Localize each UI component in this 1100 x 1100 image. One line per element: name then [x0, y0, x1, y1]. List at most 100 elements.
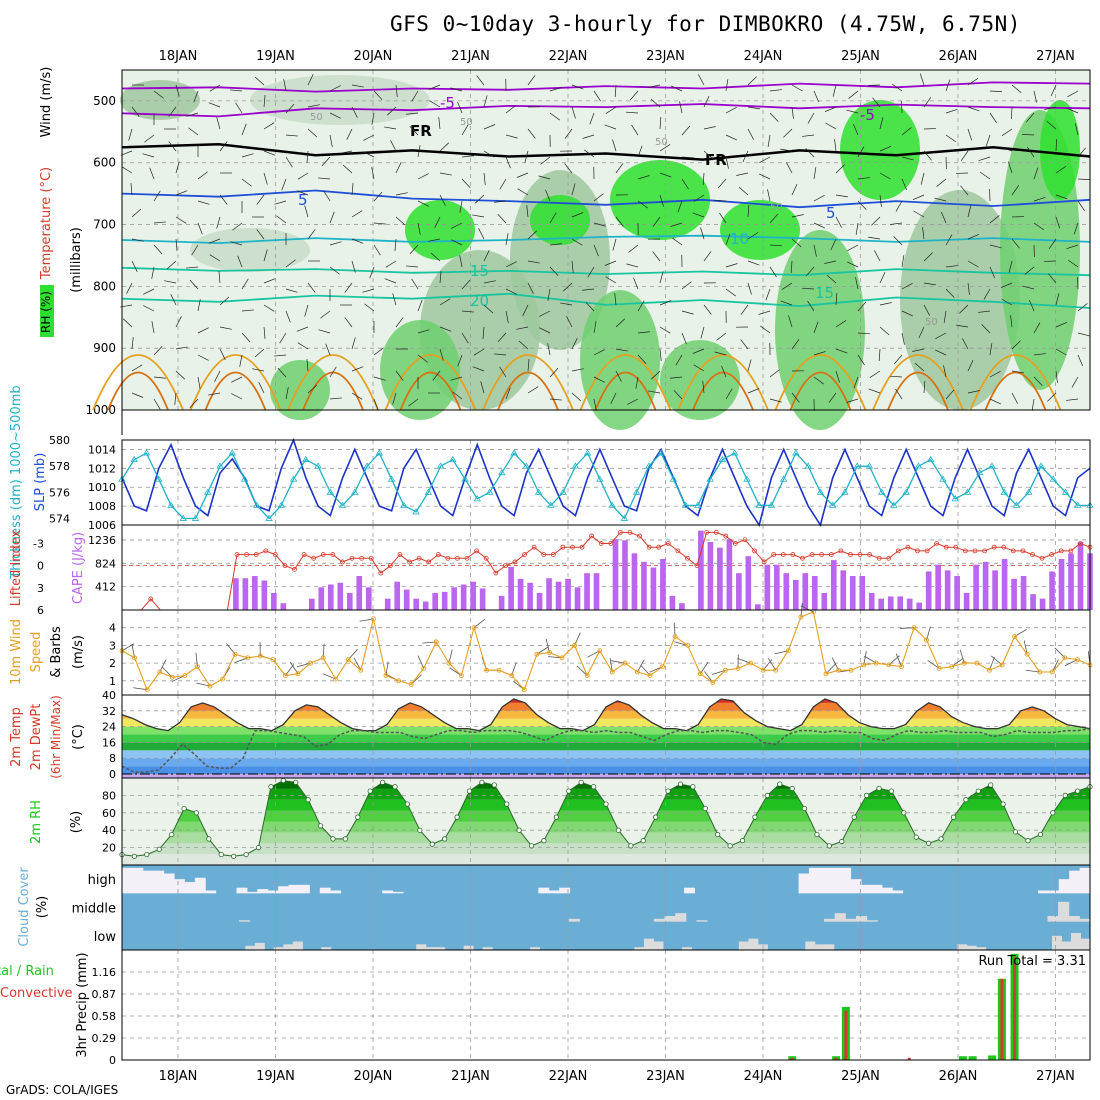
wind-barb — [868, 388, 881, 394]
wind-barb — [197, 376, 201, 389]
wind-barb — [395, 192, 408, 196]
wind-barb — [297, 172, 309, 180]
cape-bar — [774, 564, 780, 610]
wind-barb — [989, 112, 998, 124]
wind-barb — [457, 101, 463, 114]
wind-barb — [967, 390, 980, 394]
li-point — [790, 552, 796, 557]
wind-barb — [434, 216, 441, 228]
wind-barb — [432, 370, 441, 381]
li-point — [445, 555, 451, 561]
wind-barb — [307, 128, 318, 138]
thickness-point — [498, 468, 506, 476]
wind-barb — [452, 391, 463, 400]
wind-barb — [307, 384, 318, 394]
ylabel-temp-unit: (°C) — [71, 724, 86, 750]
wind-barb — [571, 183, 576, 196]
rh-point — [193, 810, 200, 816]
rh-point — [715, 831, 721, 838]
cloud-cell — [684, 887, 695, 894]
wind-barb — [791, 339, 800, 350]
wind-barb — [409, 125, 419, 136]
li-point — [359, 555, 365, 561]
wind-barb — [758, 310, 771, 315]
li-point — [867, 552, 872, 557]
cloud-level-label: high — [88, 873, 116, 888]
wind-barb — [589, 112, 595, 125]
wind-barb — [989, 371, 1001, 378]
thickness-point — [865, 462, 874, 469]
wind-barb — [351, 106, 358, 118]
wind-barb — [505, 288, 517, 295]
li-point — [378, 570, 384, 576]
ylabel-precip: 3hr Precip (mm) — [75, 952, 90, 1057]
wind-barb — [901, 310, 914, 317]
wind-barb — [717, 178, 727, 189]
wind-barb — [614, 84, 617, 97]
cape-bar — [783, 573, 790, 610]
isotherm-warm — [482, 354, 574, 411]
wind-barb — [719, 212, 727, 224]
wind-speed-point — [1074, 657, 1080, 663]
li-tick-label: -3 — [33, 537, 44, 550]
rh-shade — [405, 200, 475, 260]
wind-barb — [318, 329, 331, 334]
wind-barb — [450, 87, 463, 92]
wind-barb — [1066, 244, 1079, 250]
wind-barb — [584, 149, 595, 158]
isotherm-hot — [789, 371, 852, 411]
li-point — [512, 559, 518, 565]
date-label-top: 22JAN — [549, 49, 588, 64]
wind-barb — [174, 392, 177, 405]
wind-barb — [967, 128, 973, 141]
date-label-top: 23JAN — [646, 49, 685, 64]
rh-point — [727, 843, 733, 849]
wind-barb — [659, 348, 662, 361]
cape-bar — [271, 593, 277, 610]
wind-barb — [769, 398, 782, 403]
wind-barb — [461, 310, 474, 313]
rh-point — [404, 801, 411, 807]
li-point — [502, 563, 508, 569]
wind-speed-point — [446, 660, 452, 666]
cape-bar — [441, 591, 448, 610]
wind-barb — [879, 172, 891, 180]
cloud-cell — [163, 873, 175, 894]
wind-barb — [895, 200, 903, 212]
thickness-point — [412, 508, 420, 515]
rh-point — [851, 814, 857, 820]
thickness-point — [1049, 475, 1057, 482]
wind-barb — [329, 134, 333, 147]
thickness-point — [485, 488, 494, 495]
wind-barb — [769, 266, 777, 278]
cape-bar — [470, 581, 476, 610]
wind-barb — [549, 87, 562, 92]
li-point — [732, 541, 738, 546]
wind-barb — [351, 210, 363, 218]
wind-barb — [967, 233, 980, 240]
wind-speed-point — [609, 669, 615, 675]
thickness-point — [338, 501, 347, 508]
wind-barb — [128, 128, 133, 141]
wind-barb — [384, 278, 397, 284]
wind-barb — [539, 310, 551, 317]
rh-point — [1025, 838, 1031, 844]
li-point — [934, 541, 940, 546]
wind-barb — [627, 398, 639, 405]
wind-speed-point — [974, 660, 980, 666]
wind-barb — [1026, 112, 1035, 123]
contour-label: -5 — [440, 94, 455, 112]
rh-point — [516, 827, 522, 833]
wind-barb — [197, 327, 209, 334]
cape-bar — [726, 539, 733, 610]
wind-barb — [1046, 121, 1057, 130]
wind-barb — [1077, 147, 1086, 158]
wind-barb — [571, 338, 578, 350]
ylabel-lifted-index: Lifted Index — [9, 529, 24, 606]
cloud-cell — [1048, 890, 1060, 894]
wind-barb — [747, 128, 754, 140]
thickness-point — [706, 475, 714, 482]
date-label-top: 27JAN — [1036, 49, 1075, 64]
wind-speed-point — [345, 657, 351, 663]
isotherm-warm — [287, 354, 379, 411]
